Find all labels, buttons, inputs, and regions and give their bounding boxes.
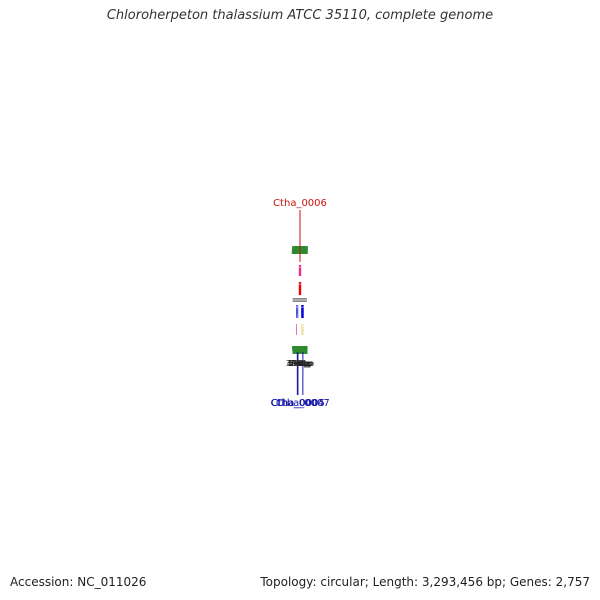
gene-highlight [301, 306, 304, 308]
gene-highlight [297, 306, 299, 308]
feature-tracks [296, 265, 304, 335]
gene-label[interactable]: Ctha_0005 [271, 398, 325, 409]
gene-arrow-blue[interactable] [301, 305, 304, 318]
gene-box-pink[interactable] [298, 265, 302, 276]
inner-tick-ring [292, 345, 308, 355]
gene-arrow-blue[interactable] [296, 305, 297, 318]
gene-label[interactable]: Ctha_0007 [276, 398, 330, 409]
gene-box-khaki[interactable] [301, 324, 304, 335]
axis-tick-label: 4 kbp [287, 359, 309, 368]
gene-highlight [298, 283, 302, 285]
gene-highlight [301, 325, 304, 327]
gene-arrow-red[interactable] [298, 282, 302, 295]
accession-text: Accession: NC_011026 [10, 575, 147, 589]
gene-box-pink[interactable] [296, 324, 297, 335]
gene-label[interactable]: Ctha_0006 [273, 198, 327, 209]
gene-highlight [296, 325, 297, 327]
gene-highlight [296, 306, 297, 308]
axis-tick-label: 8 kbp [291, 359, 313, 368]
axis-tick-label: 7 kbp [290, 359, 312, 368]
axis-tick-label: 6 kbp [289, 359, 311, 368]
genome-summary-text: Topology: circular; Length: 3,293,456 bp… [260, 575, 590, 589]
map-title: Chloroherpeton thalassium ATCC 35110, co… [106, 8, 494, 23]
gene-label[interactable]: Ctha_0004 [270, 398, 324, 409]
gene-highlight [298, 266, 302, 268]
axis-tick-label: 9 kbp [292, 359, 314, 368]
gene-arrow-blue[interactable] [297, 305, 299, 318]
outer-tick-ring [291, 245, 308, 255]
axis-tick-label: 3 kbp [286, 359, 308, 368]
axis-tick-label: 5 kbp [288, 359, 310, 368]
